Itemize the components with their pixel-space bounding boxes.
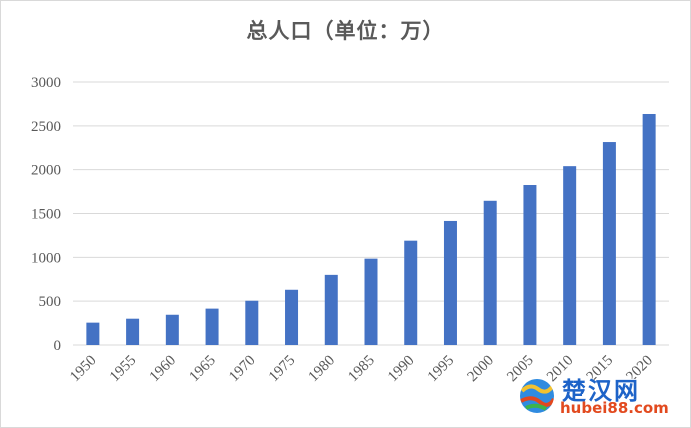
bar-2020 (642, 113, 656, 345)
bar-2010 (563, 166, 577, 345)
watermark-url: hubei88.com (560, 399, 669, 417)
x-tick-label: 1990 (385, 353, 418, 386)
x-tick-label: 1950 (67, 353, 100, 386)
x-tick-label: 1995 (425, 353, 458, 386)
bar-1970 (245, 300, 259, 345)
y-tick-label: 500 (39, 294, 62, 310)
chart-title: 总人口（单位：万） (246, 18, 445, 43)
y-tick-label: 1500 (31, 207, 61, 223)
bar-2015 (602, 142, 616, 345)
y-tick-label: 2500 (31, 119, 61, 135)
bar-2000 (483, 200, 497, 345)
watermark: 楚汉网 hubei88.com (516, 371, 684, 421)
x-tick-label: 1985 (345, 353, 378, 386)
bar-1965 (205, 308, 219, 345)
bar-2005 (523, 185, 537, 345)
bar-1990 (404, 240, 418, 345)
bar-1995 (443, 220, 457, 345)
bar-1950 (86, 322, 100, 345)
x-tick-label: 2000 (465, 353, 498, 386)
bar-1975 (285, 289, 299, 345)
y-tick-label: 0 (54, 338, 62, 354)
x-tick-label: 1975 (266, 353, 299, 386)
x-tick-label: 1955 (107, 353, 140, 386)
x-tick-label: 1970 (226, 353, 259, 386)
x-tick-label: 1960 (147, 353, 180, 386)
bar-1985 (364, 258, 378, 345)
globe-icon (518, 377, 556, 415)
bar-1955 (126, 318, 140, 345)
y-tick-label: 3000 (31, 75, 61, 91)
watermark-name: 楚汉网 (562, 377, 640, 405)
bar-1980 (324, 274, 338, 345)
x-tick-label: 1980 (306, 353, 339, 386)
x-tick-label: 1965 (186, 353, 219, 386)
y-tick-label: 2000 (31, 163, 61, 179)
y-tick-label: 1000 (31, 250, 61, 266)
bar-1960 (165, 314, 179, 345)
